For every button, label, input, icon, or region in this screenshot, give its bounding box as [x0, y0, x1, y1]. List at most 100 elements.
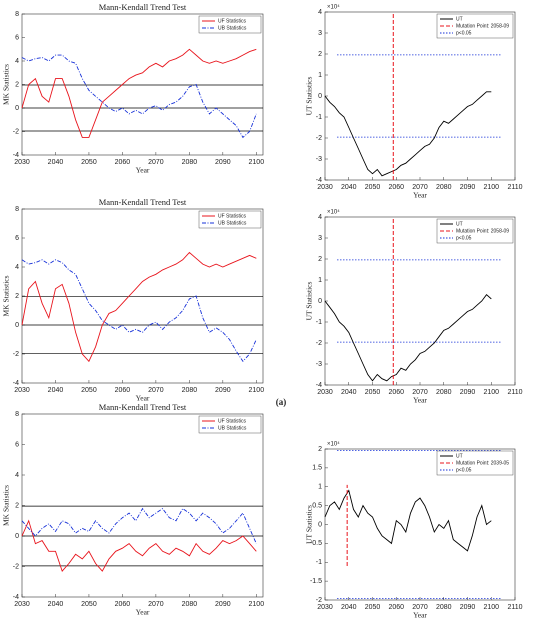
x-tick-label: 2090 — [460, 184, 476, 191]
y-tick-label: -0.5 — [310, 540, 322, 547]
plot-area — [324, 11, 516, 181]
y-tick-label: 2 — [318, 256, 322, 263]
y-tick-label: 4 — [15, 472, 19, 479]
y-axis-label: MK Statistics — [2, 485, 11, 526]
legend-label: UF Statistics — [218, 213, 247, 219]
y-tick-label: 6 — [15, 441, 19, 448]
x-tick-label: 2030 — [14, 387, 30, 394]
x-axis-label: Year — [413, 611, 427, 620]
y-tick-label: -4 — [13, 594, 19, 601]
y-tick-label: 2 — [15, 502, 19, 509]
y-tick-label: -3 — [316, 361, 322, 368]
y-tick-label: 0.5 — [312, 502, 322, 509]
y-tick-label: 0 — [318, 93, 322, 100]
y-axis-label: MK Statistics — [2, 64, 11, 105]
y-tick-label: -1 — [316, 319, 322, 326]
x-tick-label: 2030 — [317, 604, 333, 611]
y-tick-label: 2 — [15, 293, 19, 300]
y-tick-label: 4 — [318, 214, 322, 221]
x-tick-label: 2050 — [365, 389, 381, 396]
legend-label: UF Statistics — [218, 418, 247, 424]
x-tick-label: 2080 — [436, 184, 452, 191]
x-tick-label: 2030 — [14, 159, 30, 166]
x-tick-label: 2050 — [81, 387, 97, 394]
y-tick-label: 4 — [15, 58, 19, 65]
y-tick-label: -2 — [13, 128, 19, 135]
legend-label: Mutation Point: 2058-09 — [456, 228, 509, 234]
y-tick-label: -2 — [316, 135, 322, 142]
y-tick-label: 6 — [15, 34, 19, 41]
y-tick-label: -4 — [316, 382, 322, 389]
x-tick-label: 2090 — [215, 159, 231, 166]
y-tick-label: 2 — [15, 81, 19, 88]
x-tick-label: 2030 — [317, 389, 333, 396]
x-tick-label: 2100 — [483, 184, 499, 191]
legend-label: UB Statistics — [218, 25, 247, 31]
x-tick-label: 2080 — [182, 159, 198, 166]
x-tick-label: 2070 — [412, 604, 428, 611]
y-tick-label: 1.5 — [312, 465, 322, 472]
x-tick-label: 2030 — [14, 601, 30, 608]
plot-area — [21, 413, 264, 598]
series-line — [324, 489, 492, 552]
x-tick-label: 2080 — [182, 387, 198, 394]
x-tick-label: 2090 — [215, 601, 231, 608]
x-tick-label: 2110 — [507, 604, 522, 611]
chart-title: Mann-Kendall Trend Test — [99, 2, 187, 12]
caption: (a) — [276, 397, 287, 407]
y-tick-label: 3 — [318, 30, 322, 37]
x-axis-label: Year — [413, 191, 427, 200]
series-line — [21, 251, 257, 363]
x-tick-label: 2040 — [341, 389, 357, 396]
y-axis-label: UT Statistics — [305, 282, 314, 321]
y-tick-label: 0 — [15, 533, 19, 540]
legend-label: Mutation Point: 2058-09 — [456, 23, 509, 29]
legend-box — [436, 450, 514, 476]
x-tick-label: 2090 — [460, 389, 476, 396]
legend-label: UB Statistics — [218, 220, 247, 226]
y-tick-label: 0 — [15, 105, 19, 112]
y-tick-label: 0 — [318, 298, 322, 305]
x-tick-label: 2060 — [388, 604, 404, 611]
chart-title: Mann-Kendall Trend Test — [99, 197, 187, 207]
plot-area — [21, 208, 264, 384]
plot-area — [324, 216, 516, 386]
series-line — [324, 91, 492, 177]
y-tick-label: 8 — [15, 411, 19, 418]
x-tick-label: 2070 — [412, 184, 428, 191]
y-exponent: ×10⁴ — [327, 209, 340, 216]
x-tick-label: 2050 — [365, 184, 381, 191]
series-line — [324, 294, 492, 382]
y-tick-label: -4 — [13, 152, 19, 159]
x-tick-label: 2110 — [507, 389, 522, 396]
x-tick-label: 2100 — [483, 604, 499, 611]
y-tick-label: -2 — [13, 563, 19, 570]
x-tick-label: 2080 — [436, 389, 452, 396]
x-tick-label: 2070 — [412, 389, 428, 396]
x-axis-label: Year — [413, 396, 427, 405]
y-tick-label: -4 — [316, 177, 322, 184]
y-tick-label: 2 — [318, 51, 322, 58]
series-line — [21, 48, 257, 138]
x-tick-label: 2070 — [148, 601, 164, 608]
y-axis-label: UT Statistics — [305, 505, 314, 544]
x-tick-label: 2070 — [148, 387, 164, 394]
x-tick-label: 2050 — [365, 604, 381, 611]
y-axis-label: UT Statistics — [305, 77, 314, 116]
legend-label: UT — [456, 221, 463, 227]
y-tick-label: 1 — [318, 72, 322, 79]
x-tick-label: 2040 — [48, 159, 64, 166]
chart-title: Mann-Kendall Trend Test — [99, 402, 187, 412]
y-axis-label: MK Statistics — [2, 275, 11, 316]
x-tick-label: 2090 — [460, 604, 476, 611]
series-line — [21, 519, 257, 572]
x-tick-label: 2060 — [115, 601, 131, 608]
legend-box — [198, 210, 262, 229]
legend-label: p<0.05 — [456, 30, 472, 36]
x-tick-label: 2060 — [115, 159, 131, 166]
x-tick-label: 2060 — [388, 389, 404, 396]
y-tick-label: 1 — [318, 484, 322, 491]
x-tick-label: 2100 — [249, 601, 265, 608]
series-line — [21, 54, 257, 139]
